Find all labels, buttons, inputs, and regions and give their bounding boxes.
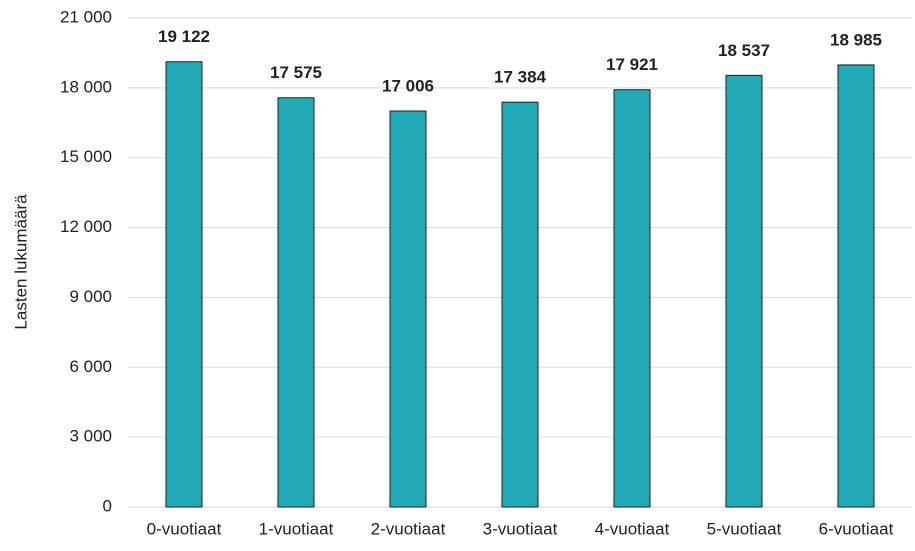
value-label: 18 537 — [718, 41, 770, 60]
bar — [165, 61, 203, 508]
bar — [725, 74, 763, 508]
x-tick-label: 2-vuotiaat — [371, 519, 446, 538]
y-tick-label: 6 000 — [69, 357, 112, 376]
bar — [277, 97, 315, 508]
x-tick-label: 4-vuotiaat — [595, 519, 670, 538]
value-label: 17 921 — [606, 55, 658, 74]
y-tick-label: 0 — [103, 496, 112, 515]
value-label: 17 006 — [382, 76, 434, 95]
value-label: 18 985 — [830, 30, 882, 49]
bar — [837, 64, 875, 508]
x-tick-label: 1-vuotiaat — [259, 519, 334, 538]
x-tick-label: 0-vuotiaat — [147, 519, 222, 538]
y-tick-label: 21 000 — [60, 7, 112, 26]
y-tick-label: 12 000 — [60, 217, 112, 236]
value-label: 17 575 — [270, 63, 322, 82]
y-tick-label: 9 000 — [69, 287, 112, 306]
bar — [389, 110, 427, 508]
bar — [501, 101, 539, 508]
value-label: 17 384 — [494, 68, 547, 87]
x-tick-label: 5-vuotiaat — [707, 519, 782, 538]
y-tick-label: 18 000 — [60, 77, 112, 96]
x-tick-label: 3-vuotiaat — [483, 519, 558, 538]
value-label: 19 122 — [158, 27, 210, 46]
bar — [613, 89, 651, 508]
x-tick-label: 6-vuotiaat — [819, 519, 894, 538]
y-tick-label: 15 000 — [60, 147, 112, 166]
y-axis-label: Lasten lukumäärä — [11, 194, 30, 330]
y-tick-label: 3 000 — [69, 427, 112, 446]
